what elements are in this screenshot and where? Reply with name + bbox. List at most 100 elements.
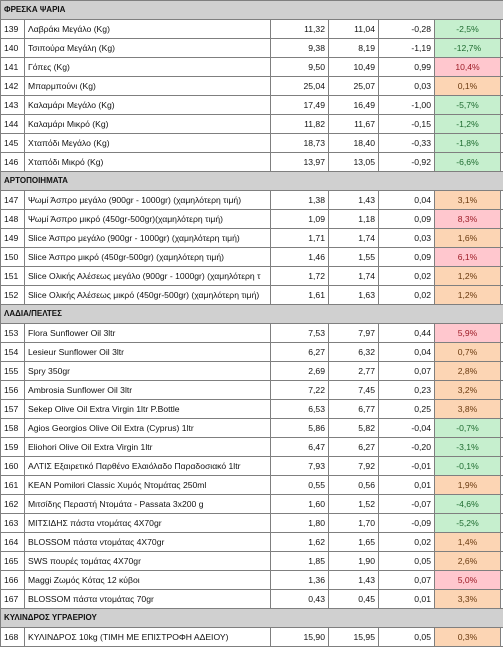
row-number-cell: 162 xyxy=(1,495,25,514)
row-number-cell: 139 xyxy=(1,20,25,39)
current-price-cell: 6,77 xyxy=(329,400,379,419)
price-difference-cell: -0,07 xyxy=(379,495,435,514)
previous-price-cell: 1,80 xyxy=(271,514,329,533)
current-price-cell: 6,32 xyxy=(329,343,379,362)
product-name-cell: Ambrosia Sunflower Oil 3ltr xyxy=(25,381,271,400)
row-number-cell: 157 xyxy=(1,400,25,419)
product-name-cell: Flora Sunflower Oil 3ltr xyxy=(25,324,271,343)
row-number-cell: 146 xyxy=(1,153,25,172)
product-name-cell: ΑΛΤΙΣ Εξαιρετικό Παρθένο Ελαιόλαδο Παραδ… xyxy=(25,457,271,476)
percent-change-cell: -0,7% xyxy=(435,419,501,438)
percent-change-cell: 0,7% xyxy=(435,343,501,362)
price-difference-cell: -0,92 xyxy=(379,153,435,172)
current-price-cell: 1,52 xyxy=(329,495,379,514)
row-number-cell: 167 xyxy=(1,590,25,609)
product-name-cell: KEAN Pomilori Classic Χυμός Ντομάτας 250… xyxy=(25,476,271,495)
percent-change-cell: -1,8% xyxy=(435,134,501,153)
percent-change-cell: 10,4% xyxy=(435,58,501,77)
product-name-cell: Slice Άσπρο μεγάλο (900gr - 1000gr) (χαμ… xyxy=(25,229,271,248)
current-price-cell: 7,97 xyxy=(329,324,379,343)
percent-change-cell: -6,6% xyxy=(435,153,501,172)
product-name-cell: Slice Ολικής Αλέσεως μεγάλο (900gr - 100… xyxy=(25,267,271,286)
price-difference-cell: -0,28 xyxy=(379,20,435,39)
previous-price-cell: 15,90 xyxy=(271,628,329,647)
product-name-cell: Καλαμάρι Μεγάλο (Kg) xyxy=(25,96,271,115)
row-number-cell: 153 xyxy=(1,324,25,343)
row-number-cell: 155 xyxy=(1,362,25,381)
product-name-cell: BLOSSOM πάστα ντομάτας 4X70gr xyxy=(25,533,271,552)
row-number-cell: 151 xyxy=(1,267,25,286)
row-number-cell: 147 xyxy=(1,191,25,210)
product-name-cell: Λαβράκι Μεγάλο (Kg) xyxy=(25,20,271,39)
row-number-cell: 161 xyxy=(1,476,25,495)
percent-change-cell: 1,2% xyxy=(435,267,501,286)
current-price-cell: 1,74 xyxy=(329,267,379,286)
percent-change-cell: -4,6% xyxy=(435,495,501,514)
price-difference-cell: 0,05 xyxy=(379,628,435,647)
current-price-cell: 16,49 xyxy=(329,96,379,115)
row-number-cell: 152 xyxy=(1,286,25,305)
product-name-cell: Sekep Olive Oil Extra Virgin 1ltr P.Bott… xyxy=(25,400,271,419)
product-name-cell: Μιτσίδης Περαστή Ντομάτα - Passata 3x200… xyxy=(25,495,271,514)
percent-change-cell: 5,9% xyxy=(435,324,501,343)
current-price-cell: 1,55 xyxy=(329,248,379,267)
percent-change-cell: 6,1% xyxy=(435,248,501,267)
percent-change-cell: -1,2% xyxy=(435,115,501,134)
product-name-cell: ΜΙΤΣΙΔΗΣ πάστα ντομάτας 4X70gr xyxy=(25,514,271,533)
section-title: ΦΡΕΣΚΑ ΨΑΡΙΑ xyxy=(1,1,503,20)
product-name-cell: ΚΥΛΙΝΔΡΟΣ 10kg (ΤΙΜΗ ΜΕ ΕΠΙΣΤΡΟΦΗ ΑΔΕΙΟΥ… xyxy=(25,628,271,647)
percent-change-cell: 1,4% xyxy=(435,533,501,552)
percent-change-cell: -12,7% xyxy=(435,39,501,58)
price-difference-cell: -0,01 xyxy=(379,457,435,476)
previous-price-cell: 9,50 xyxy=(271,58,329,77)
previous-price-cell: 1,71 xyxy=(271,229,329,248)
percent-change-cell: 5,0% xyxy=(435,571,501,590)
previous-price-cell: 0,43 xyxy=(271,590,329,609)
section-header: ΦΡΕΣΚΑ ΨΑΡΙΑ xyxy=(1,1,503,20)
price-difference-cell: 0,09 xyxy=(379,210,435,229)
current-price-cell: 0,56 xyxy=(329,476,379,495)
current-price-cell: 10,49 xyxy=(329,58,379,77)
current-price-cell: 11,67 xyxy=(329,115,379,134)
price-difference-cell: 0,02 xyxy=(379,533,435,552)
price-difference-cell: 0,07 xyxy=(379,571,435,590)
row-number-cell: 154 xyxy=(1,343,25,362)
current-price-cell: 13,05 xyxy=(329,153,379,172)
percent-change-cell: 8,3% xyxy=(435,210,501,229)
product-name-cell: Eliohori Olive Oil Extra Virgin 1ltr xyxy=(25,438,271,457)
product-name-cell: Γόπες (Kg) xyxy=(25,58,271,77)
price-difference-cell: 0,01 xyxy=(379,590,435,609)
previous-price-cell: 6,53 xyxy=(271,400,329,419)
previous-price-cell: 1,38 xyxy=(271,191,329,210)
current-price-cell: 1,74 xyxy=(329,229,379,248)
price-difference-cell: -0,04 xyxy=(379,419,435,438)
current-price-cell: 2,77 xyxy=(329,362,379,381)
current-price-cell: 18,40 xyxy=(329,134,379,153)
previous-price-cell: 7,93 xyxy=(271,457,329,476)
previous-price-cell: 7,22 xyxy=(271,381,329,400)
percent-change-cell: -3,1% xyxy=(435,438,501,457)
previous-price-cell: 1,62 xyxy=(271,533,329,552)
percent-change-cell: 1,6% xyxy=(435,229,501,248)
previous-price-cell: 1,60 xyxy=(271,495,329,514)
price-difference-cell: 0,02 xyxy=(379,286,435,305)
previous-price-cell: 17,49 xyxy=(271,96,329,115)
